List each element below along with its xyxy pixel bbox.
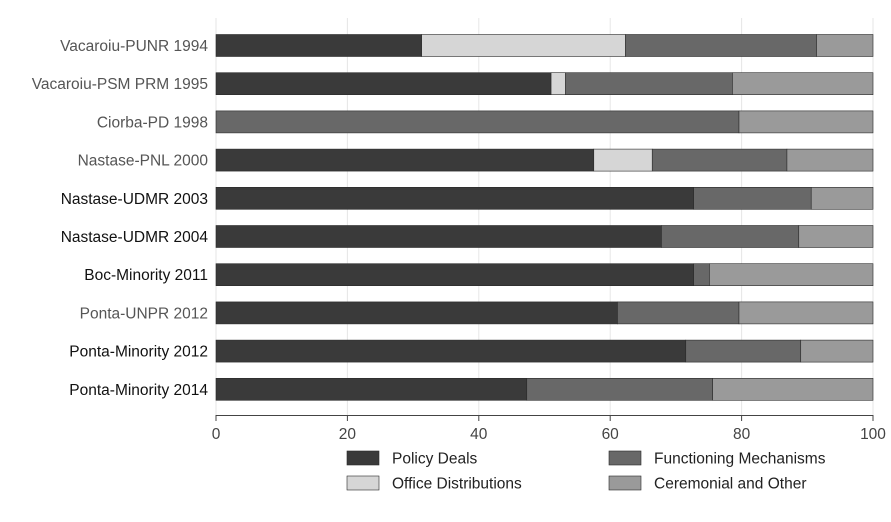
bar-segment xyxy=(215,34,422,57)
legend-label: Office Distributions xyxy=(392,476,522,493)
bar-segment xyxy=(709,263,874,287)
legend-label: Functioning Mechanisms xyxy=(654,451,826,468)
bar-segment xyxy=(215,301,618,325)
category-label: Ponta-Minority 2014 xyxy=(69,382,208,399)
bar-segment xyxy=(651,148,788,172)
bar-segment xyxy=(593,148,653,172)
category-label: Ponta-Minority 2012 xyxy=(69,344,208,361)
x-tick-label: 60 xyxy=(602,426,620,443)
bar-segment xyxy=(526,377,713,401)
x-tick-label: 40 xyxy=(470,426,488,443)
bar-segment xyxy=(800,339,874,363)
legend-swatch xyxy=(346,450,380,466)
bar-segment xyxy=(215,187,694,210)
bar-segment xyxy=(661,225,800,248)
legend-label: Policy Deals xyxy=(392,451,478,468)
legend-swatch xyxy=(346,475,380,491)
bar-segment xyxy=(215,148,595,172)
bar-segment xyxy=(685,339,802,363)
legend: Policy Deals Office Distributions Function… xyxy=(346,450,826,493)
category-label: Nastase-PNL 2000 xyxy=(78,153,209,170)
category-labels: Vacaroiu-PUNR 1994 Vacaroiu-PSM PRM 1995 C… xyxy=(32,38,209,399)
category-label: Vacaroiu-PUNR 1994 xyxy=(60,38,208,55)
category-label: Ciorba-PD 1998 xyxy=(97,114,208,131)
category-label: Nastase-UDMR 2003 xyxy=(61,191,208,208)
category-label: Vacaroiu-PSM PRM 1995 xyxy=(32,76,208,93)
bar-segment xyxy=(738,110,874,134)
legend-swatch xyxy=(608,450,642,466)
legend-label: Ceremonial and Other xyxy=(654,476,807,493)
legend-swatch xyxy=(608,475,642,491)
bar-segment xyxy=(732,72,874,95)
category-label: Boc-Minority 2011 xyxy=(84,267,208,284)
x-tick-label: 0 xyxy=(212,426,221,443)
x-tick-label: 20 xyxy=(339,426,357,443)
bar-segment xyxy=(565,72,733,95)
category-label: Ponta-UNPR 2012 xyxy=(80,305,208,322)
bar-segment xyxy=(617,301,740,325)
bar-segment xyxy=(712,377,874,401)
bars xyxy=(215,34,874,401)
bar-segment xyxy=(215,339,687,363)
category-label: Nastase-UDMR 2004 xyxy=(61,229,209,246)
bar-segment xyxy=(550,72,566,95)
bar-segment xyxy=(810,187,874,210)
bar-segment xyxy=(215,225,662,248)
x-axis: 0 20 40 60 80 100 xyxy=(212,415,886,443)
bar-segment xyxy=(693,187,812,210)
x-tick-label: 100 xyxy=(860,426,886,443)
bar-segment xyxy=(421,34,626,57)
bar-segment xyxy=(798,225,874,248)
bar-segment xyxy=(215,263,694,287)
bar-segment xyxy=(215,377,528,401)
bar-segment xyxy=(693,263,710,287)
bar-segment xyxy=(738,301,874,325)
bar-segment xyxy=(215,110,740,134)
bar-segment xyxy=(625,34,817,57)
bar-segment xyxy=(816,34,874,57)
bar-segment xyxy=(786,148,874,172)
x-tick-label: 80 xyxy=(733,426,751,443)
bar-segment xyxy=(215,72,552,95)
